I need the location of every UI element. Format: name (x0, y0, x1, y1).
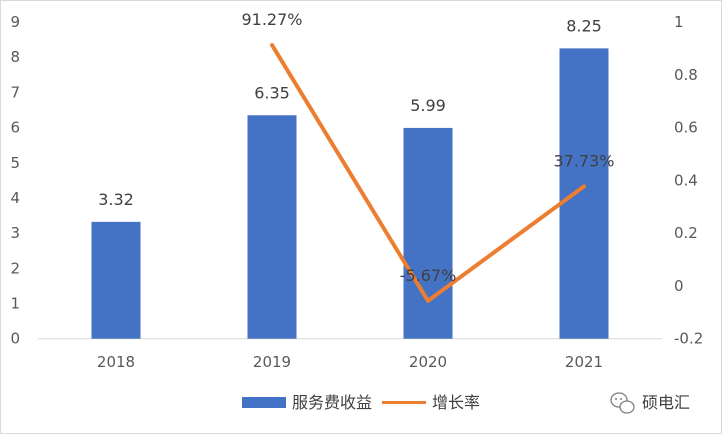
left-y-tick-label: 6 (10, 119, 20, 137)
line-data-label: 91.27% (241, 10, 302, 29)
x-tick-label: 2019 (253, 353, 291, 371)
left-y-tick-label: 1 (10, 295, 20, 313)
legend-swatch-bar (242, 397, 286, 408)
bar (247, 115, 297, 339)
left-y-tick-label: 0 (10, 330, 20, 348)
left-y-tick-label: 5 (10, 154, 20, 172)
line-data-label: 37.73% (553, 151, 614, 170)
left-y-tick-label: 7 (10, 83, 20, 101)
bar (403, 127, 453, 339)
x-tick-label: 2021 (565, 353, 603, 371)
left-y-axis: 0 1 2 3 4 5 6 7 8 9 (10, 13, 20, 348)
legend: 服务费收益 增长率 (242, 393, 480, 412)
bar (91, 221, 141, 339)
right-y-tick-label: 0.6 (674, 119, 698, 137)
bar-data-label: 8.25 (566, 16, 602, 35)
bar-data-label: 6.35 (254, 83, 290, 102)
legend-label-line: 增长率 (432, 393, 480, 412)
x-tick-label: 2018 (97, 353, 135, 371)
left-y-tick-label: 9 (10, 13, 20, 31)
line-data-label: -5.67% (400, 266, 457, 285)
left-y-tick-label: 8 (10, 48, 20, 66)
legend-label-bar: 服务费收益 (292, 393, 372, 412)
bar (559, 48, 609, 339)
bar-data-label: 5.99 (410, 96, 446, 115)
left-y-tick-label: 3 (10, 224, 20, 242)
x-tick-label: 2020 (409, 353, 447, 371)
data-labels: 3.32 6.35 5.99 8.25 91.27% -5.67% 37.73% (98, 10, 614, 285)
right-y-tick-label: 0 (674, 277, 684, 295)
watermark: 硕电汇 (610, 392, 690, 414)
left-y-tick-label: 4 (10, 189, 20, 207)
right-y-tick-label: -0.2 (674, 330, 703, 348)
right-y-tick-label: 0.4 (674, 171, 698, 189)
right-y-axis: -0.2 0 0.2 0.4 0.6 0.8 1 (674, 13, 703, 348)
x-axis: 2018 2019 2020 2021 (97, 353, 603, 371)
right-y-tick-label: 0.2 (674, 224, 698, 242)
line-series (270, 43, 586, 303)
right-y-tick-label: 1 (674, 13, 684, 31)
left-y-tick-label: 2 (10, 259, 20, 277)
wechat-icon (610, 392, 635, 414)
watermark-text: 硕电汇 (642, 393, 690, 412)
bar-series (91, 48, 609, 339)
bar-data-label: 3.32 (98, 190, 134, 209)
right-y-tick-label: 0.8 (674, 66, 698, 84)
